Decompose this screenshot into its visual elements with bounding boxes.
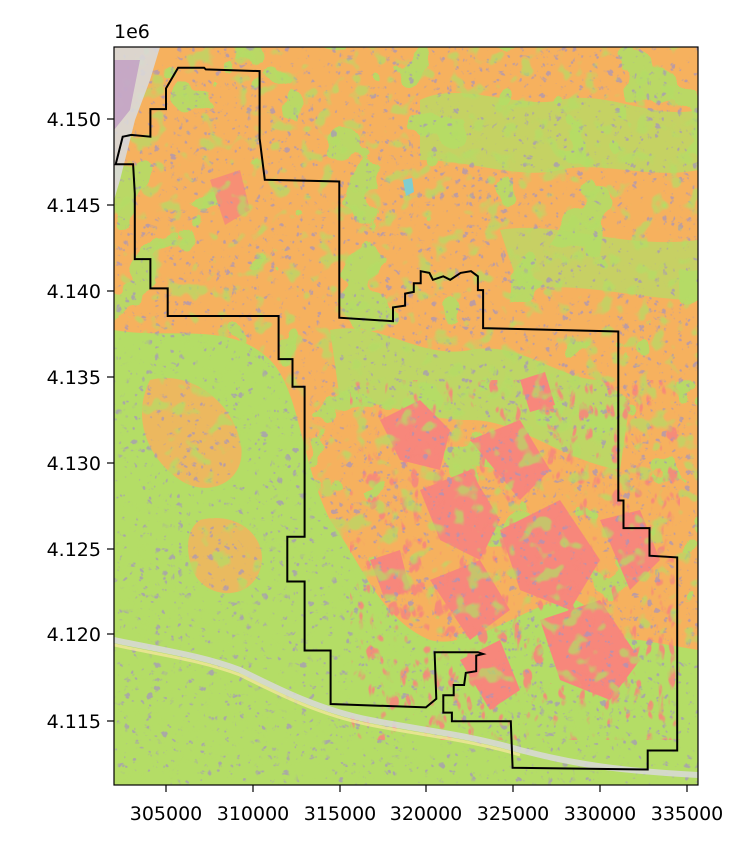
y-tick: 4.140 <box>47 281 114 303</box>
river-valley <box>114 637 698 778</box>
y-tick-label: 4.115 <box>47 711 101 733</box>
x-tick: 305000 <box>130 785 203 825</box>
x-tick: 320000 <box>390 785 463 825</box>
y-tick-label: 4.130 <box>47 453 101 475</box>
y-tick: 4.150 <box>47 109 114 131</box>
axes-frame <box>113 46 699 786</box>
y-tick: 4.125 <box>47 539 114 561</box>
y-tick-label: 4.135 <box>47 367 101 389</box>
land-cover-raster <box>114 47 698 785</box>
y-tick-label: 4.120 <box>47 624 101 646</box>
y-tick: 4.120 <box>47 624 114 646</box>
y-tick: 4.130 <box>47 453 114 475</box>
y-tick: 4.135 <box>47 367 114 389</box>
green-cover-speckle <box>114 47 698 785</box>
urban-strip-purple <box>114 60 140 130</box>
y-offset-label: 1e6 <box>114 21 150 43</box>
x-axis: 305000 310000 315000 320000 325000 33000… <box>130 785 724 825</box>
x-tick-label: 335000 <box>651 803 724 825</box>
boundary-outline <box>114 66 679 771</box>
y-tick-label: 4.125 <box>47 539 101 561</box>
x-tick-label: 325000 <box>477 803 550 825</box>
river-valley-yellow <box>114 643 521 757</box>
y-tick: 4.115 <box>47 711 114 733</box>
x-tick-label: 305000 <box>130 803 203 825</box>
y-tick-label: 4.150 <box>47 109 101 131</box>
x-tick: 330000 <box>564 785 637 825</box>
x-tick: 310000 <box>217 785 290 825</box>
y-tick: 4.145 <box>47 195 114 217</box>
y-tick-label: 4.140 <box>47 281 101 303</box>
water-body <box>403 178 414 196</box>
x-tick-label: 330000 <box>564 803 637 825</box>
x-tick: 325000 <box>477 785 550 825</box>
x-tick-label: 315000 <box>304 803 377 825</box>
y-tick-label: 4.145 <box>47 195 101 217</box>
x-tick: 315000 <box>304 785 377 825</box>
y-axis: 4.115 4.120 4.125 4.130 4.135 4.140 4.14… <box>47 109 114 733</box>
x-tick: 335000 <box>651 785 724 825</box>
x-tick-label: 320000 <box>390 803 463 825</box>
x-tick-label: 310000 <box>217 803 290 825</box>
